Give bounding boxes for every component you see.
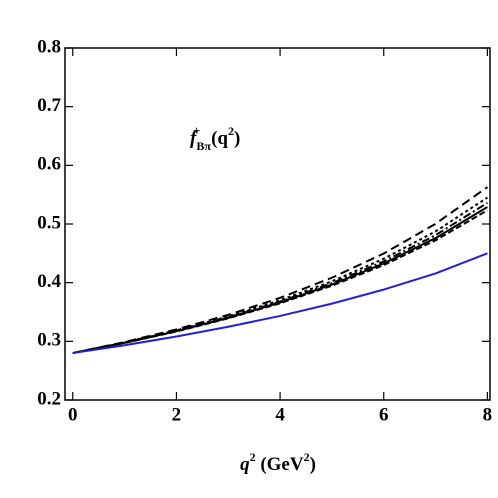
x-label-part: 2 [250, 450, 256, 464]
x-label-part: ) [310, 454, 316, 475]
x-label-part: (GeV [256, 454, 304, 475]
annotation-part: (q [206, 128, 228, 149]
x-label-part: q [240, 454, 250, 475]
x-tick-label: 6 [379, 404, 389, 425]
annotation-part: Bπ [196, 139, 211, 153]
series-line [72, 186, 488, 355]
y-tick-label: 0.5 [37, 212, 61, 233]
y-tick-label: 0.2 [37, 388, 61, 409]
annotation-part: + [193, 123, 200, 138]
y-tick-label: 0.4 [37, 271, 61, 292]
x-tick-label: 8 [483, 404, 493, 425]
annotation-part: ) [234, 128, 240, 149]
x-label-part: 2 [304, 450, 310, 464]
x-axis-label: q2 (GeV2) [240, 450, 316, 476]
series-line [72, 206, 488, 355]
annotation: fBπ+ (q2) [190, 123, 240, 153]
annotation-part: f [190, 128, 198, 149]
annotation-part: 2 [228, 124, 234, 138]
series-line [72, 252, 488, 355]
series-line [72, 209, 488, 355]
x-tick-label: 4 [275, 404, 285, 425]
y-tick-label: 0.6 [37, 154, 61, 175]
x-tick-label: 0 [68, 404, 78, 425]
y-tick-label: 0.8 [37, 36, 61, 57]
series-line [72, 202, 488, 355]
y-tick-label: 0.7 [37, 95, 61, 116]
y-tick-label: 0.3 [37, 330, 61, 351]
plot-frame [64, 47, 491, 401]
series-line [72, 196, 488, 355]
x-tick-label: 2 [172, 404, 182, 425]
